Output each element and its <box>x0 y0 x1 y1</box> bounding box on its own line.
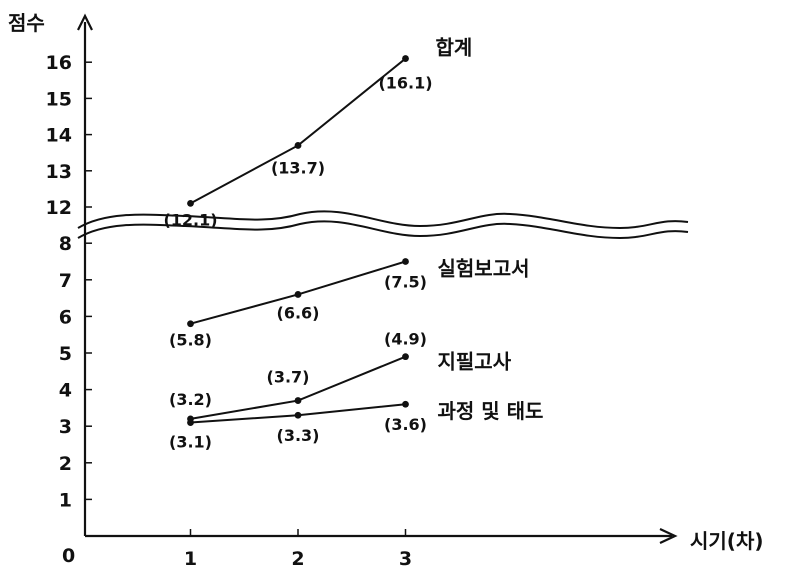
data-label: (12.1) <box>163 210 217 229</box>
data-label: (5.8) <box>169 331 212 350</box>
y-tick-label: 7 <box>59 270 72 292</box>
series-name-label: 실험보고서 <box>438 257 530 281</box>
data-point <box>402 400 409 408</box>
series-4: (3.1) (3.3) (3.6) 과정 및 태도 <box>169 399 543 451</box>
series-name-label: 지필고사 <box>438 350 512 374</box>
x-axis-arrow <box>659 528 678 544</box>
data-label: (3.7) <box>267 368 310 387</box>
data-label: (13.7) <box>271 158 325 177</box>
y-tick-label: 4 <box>59 380 72 402</box>
y-tick-label: 3 <box>59 416 72 438</box>
y-tick-label: 12 <box>46 197 72 219</box>
series-1: (12.1) (13.7) (16.1)합계 <box>163 36 472 230</box>
series-name-label: 합계 <box>436 36 473 60</box>
y-tick-label: 16 <box>46 52 72 74</box>
axes <box>77 13 678 544</box>
data-label: (3.1) <box>169 433 212 452</box>
y-axis-arrow <box>77 13 93 31</box>
series-line <box>190 57 407 205</box>
data-point <box>187 419 194 426</box>
series-2: (5.8) (6.6) (7.5) 실험보고서 <box>169 257 529 350</box>
axis-break <box>77 210 689 240</box>
y-tick-label: 6 <box>59 306 72 328</box>
x-tick-label: 3 <box>399 548 412 570</box>
x-tick-label: 1 <box>184 548 197 570</box>
data-point <box>187 199 194 207</box>
y-tick-label: 14 <box>46 125 72 147</box>
data-label: (3.6) <box>384 415 427 434</box>
data-point <box>402 258 409 265</box>
data-point <box>294 291 302 298</box>
y-tick-label: 13 <box>46 161 72 183</box>
data-label: (3.3) <box>277 426 320 445</box>
series-3: (3.2) (3.7) (4.9) 지필고사 <box>169 330 512 423</box>
series-layer: (12.1) (13.7) (16.1)합계 (5.8) (6.6) (7.5) 실험보고서… <box>163 36 543 452</box>
data-point <box>402 55 409 62</box>
x-tick-label: 2 <box>291 548 304 570</box>
y-tick-label: 8 <box>59 233 72 255</box>
series-line <box>190 355 406 420</box>
data-label: (6.6) <box>277 303 320 322</box>
x-tick-labels: 1 2 3 <box>184 529 412 570</box>
series-name-label: 과정 및 태도 <box>438 399 544 423</box>
y-axis-title: 점수 <box>8 11 45 35</box>
data-point <box>294 397 302 404</box>
data-point <box>294 142 302 149</box>
data-point <box>294 411 302 419</box>
data-point <box>187 320 194 328</box>
data-label: (4.9) <box>384 330 427 349</box>
origin-label: 0 <box>62 545 75 567</box>
data-label: (7.5) <box>384 273 427 292</box>
y-tick-label: 5 <box>59 343 72 365</box>
data-point <box>402 353 409 361</box>
y-tick-label: 1 <box>59 489 72 511</box>
y-tick-label: 15 <box>46 88 72 110</box>
y-tick-label: 2 <box>59 453 72 475</box>
x-axis-title: 시기(차) <box>690 529 763 553</box>
data-label: (3.2) <box>169 390 212 409</box>
data-label: (16.1) <box>378 74 432 93</box>
